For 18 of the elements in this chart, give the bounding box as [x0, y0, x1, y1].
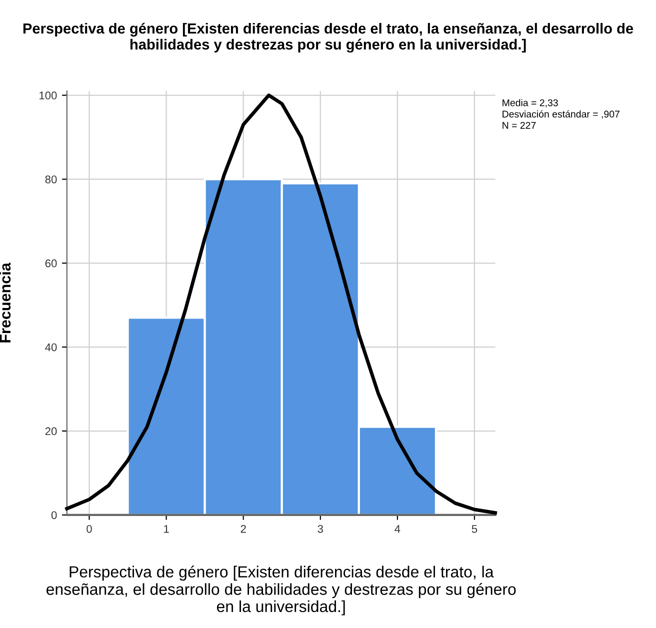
text: N = 227 [502, 122, 536, 129]
chart-title: Perspectiva de género [Existen diferencias desde el trato, la enseñanza, el desarrollo de habilidades y destrezas por su género en la universidad.] [23, 22, 634, 53]
text: Desviación estándar = ,907 [502, 110, 620, 119]
x-tick-label: 5 [472, 525, 478, 533]
y-tick-label: 40 [45, 343, 57, 352]
y-tick-label: 60 [45, 259, 57, 268]
y-tick-label: 80 [45, 175, 57, 184]
x-tick-label: 3 [318, 524, 323, 533]
x-axis-title: Perspectiva de género [Existen diferencias desde el trato, la enseñanza, el desarrollo de habilidades y destrezas por su género en la universidad.] [46, 566, 516, 616]
y-tick-label: 20 [45, 427, 57, 436]
line-series [65, 94, 498, 515]
y-tick-label: 100 [40, 92, 57, 100]
text: Media = 2,33 [502, 99, 558, 108]
x-tick-label: 2 [240, 524, 246, 533]
x-tick-label: 4 [394, 525, 400, 533]
x-tick-label: 0 [86, 524, 92, 533]
y-tick-label: 0 [51, 511, 57, 520]
x-tick-label: 1 [164, 525, 169, 533]
